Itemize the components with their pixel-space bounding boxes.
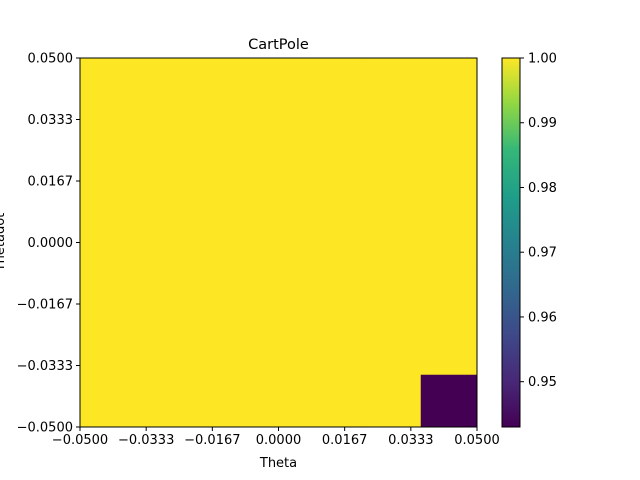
heatmap-cell <box>420 216 478 270</box>
heatmap-cell <box>80 321 138 375</box>
y-axis-ticks: −0.0500 −0.0333 −0.0167 0.0000 0.0167 0.0333 0… <box>17 52 80 436</box>
y-tick-label: 0.0167 <box>28 175 74 190</box>
heatmap-cell <box>420 268 478 322</box>
heatmap-cell <box>136 163 195 217</box>
heatmap-cell <box>363 58 421 112</box>
heatmap-cell <box>193 268 251 322</box>
heatmap-cell <box>193 58 251 112</box>
x-tick-label: 0.0333 <box>388 433 434 448</box>
heatmap-cells <box>80 58 478 428</box>
heatmap-cell <box>250 110 308 165</box>
heatmap-cell <box>193 163 251 217</box>
heatmap-cell <box>250 58 308 112</box>
heatmap-cell <box>250 374 308 428</box>
colorbar-tick-label: 0.97 <box>528 246 557 261</box>
y-tick-label: 0.0500 <box>28 52 74 67</box>
heatmap-cell <box>420 321 478 375</box>
y-tick-label: 0.0333 <box>28 113 74 128</box>
heatmap-cell <box>363 216 421 270</box>
heatmap-cell <box>306 163 364 217</box>
heatmap-cell <box>306 374 364 428</box>
colorbar-tick-label: 0.98 <box>528 181 557 196</box>
heatmap-cell <box>80 374 138 428</box>
heatmap-cell <box>136 58 195 112</box>
colorbar-ticks: 0.95 0.96 0.97 0.98 0.99 1.00 <box>520 52 557 390</box>
y-tick-label: −0.0167 <box>17 298 73 313</box>
y-tick-label: −0.0333 <box>17 359 73 374</box>
x-axis-ticks: −0.0500 −0.0333 −0.0167 0.0000 0.0167 0.0333 0… <box>52 427 500 448</box>
y-tick-label: −0.0500 <box>17 421 73 436</box>
heatmap-cell <box>306 110 364 165</box>
heatmap-cell <box>306 216 364 270</box>
heatmap-cell <box>136 374 195 428</box>
heatmap-cell <box>136 216 195 270</box>
heatmap-cell <box>363 110 421 165</box>
y-axis-label: Thetadot <box>0 213 8 273</box>
colorbar-tick-label: 0.99 <box>528 116 557 131</box>
colorbar-tick-label: 1.00 <box>528 52 557 67</box>
heatmap-cell <box>306 58 364 112</box>
heatmap-cell <box>306 321 364 375</box>
colorbar-frame <box>501 57 521 428</box>
x-tick-label: 0.0167 <box>322 433 368 448</box>
heatmap-cell <box>363 374 421 428</box>
y-tick-label: 0.0000 <box>28 236 74 251</box>
heatmap-cell <box>250 163 308 217</box>
x-tick-label: −0.0500 <box>52 433 108 448</box>
heatmap-cell <box>420 58 478 112</box>
x-tick-label: −0.0333 <box>118 433 174 448</box>
colorbar-tick-label: 0.96 <box>528 310 557 325</box>
heatmap-cell <box>80 268 138 322</box>
heatmap-cell <box>420 163 478 217</box>
x-tick-label: 0.0000 <box>256 433 302 448</box>
heatmap-cell <box>363 163 421 217</box>
x-tick-label: 0.0500 <box>454 433 500 448</box>
heatmap-cell <box>250 216 308 270</box>
heatmap-cell <box>193 374 251 428</box>
heatmap-cell <box>80 58 138 112</box>
x-tick-label: −0.0167 <box>184 433 240 448</box>
heatmap-cell <box>136 321 195 375</box>
heatmap-cell <box>363 321 421 375</box>
chart-title: CartPole <box>248 37 309 53</box>
heatmap-cell <box>363 268 421 322</box>
heatmap-cell <box>136 268 195 322</box>
heatmap-cell <box>250 321 308 375</box>
colorbar <box>502 58 520 427</box>
heatmap-cell <box>420 374 478 428</box>
colorbar-tick-label: 0.95 <box>528 375 557 390</box>
heatmap-cell <box>250 268 308 322</box>
heatmap-cell <box>193 321 251 375</box>
heatmap-cell <box>306 268 364 322</box>
heatmap-cell <box>136 110 195 165</box>
heatmap-cell <box>80 163 138 217</box>
heatmap-cell <box>80 216 138 270</box>
heatmap-cell <box>420 110 478 165</box>
heatmap-cell <box>193 110 251 165</box>
x-axis-label: Theta <box>259 456 297 471</box>
heatmap-cell <box>80 110 138 165</box>
heatmap-cell <box>193 216 251 270</box>
